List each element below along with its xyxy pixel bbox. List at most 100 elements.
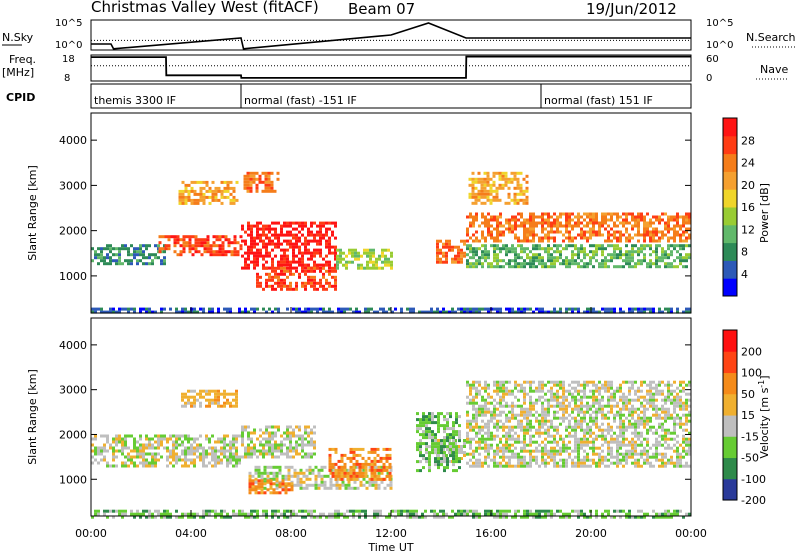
- range-gate-cell: [100, 256, 103, 260]
- range-gate-cell: [293, 474, 297, 478]
- range-gate-cell: [235, 434, 238, 438]
- range-gate-cell: [589, 458, 592, 462]
- range-gate-cell: [565, 218, 568, 222]
- range-gate-cell: [544, 250, 547, 254]
- range-gate-cell: [463, 439, 466, 442]
- range-gate-cell: [508, 392, 511, 396]
- range-gate-cell: [471, 195, 475, 199]
- range-gate-cell: [640, 310, 643, 314]
- range-gate-cell: [274, 509, 277, 513]
- range-gate-cell: [613, 437, 616, 441]
- range-gate-cell: [490, 458, 493, 462]
- range-gate-cell: [428, 451, 431, 455]
- range-gate-cell: [631, 256, 634, 260]
- range-gate-cell: [658, 265, 661, 269]
- range-gate-cell: [460, 307, 463, 311]
- range-gate-cell: [490, 262, 493, 266]
- range-gate-cell: [640, 383, 643, 387]
- range-gate-cell: [580, 422, 583, 426]
- range-gate-cell: [205, 455, 208, 459]
- colorbar-tick-label: 12: [741, 223, 755, 236]
- range-gate-cell: [286, 425, 289, 429]
- range-gate-cell: [637, 230, 640, 234]
- range-gate-cell: [275, 491, 279, 495]
- range-gate-cell: [664, 383, 667, 387]
- range-gate-cell: [505, 431, 508, 435]
- range-gate-cell: [508, 221, 511, 225]
- range-gate-cell: [589, 440, 592, 444]
- range-gate-cell: [541, 422, 544, 426]
- range-gate-cell: [499, 233, 502, 237]
- range-gate-cell: [481, 464, 484, 468]
- range-gate-cell: [265, 452, 268, 456]
- range-gate-cell: [434, 451, 437, 455]
- range-gate-cell: [478, 256, 481, 260]
- range-gate-cell: [292, 245, 295, 249]
- range-gate-cell: [226, 307, 229, 311]
- range-gate-cell: [316, 287, 319, 291]
- range-gate-cell: [469, 236, 472, 240]
- range-gate-cell: [592, 443, 595, 447]
- range-gate-cell: [631, 449, 634, 453]
- range-gate-cell: [489, 198, 493, 202]
- range-gate-cell: [244, 307, 247, 311]
- range-gate-cell: [334, 281, 337, 285]
- range-gate-cell: [254, 477, 258, 481]
- range-gate-cell: [475, 392, 478, 396]
- range-gate-cell: [589, 250, 592, 254]
- range-gate-cell: [419, 427, 422, 431]
- range-gate-cell: [643, 256, 646, 260]
- range-gate-cell: [277, 446, 280, 450]
- range-gate-cell: [523, 239, 526, 243]
- range-gate-cell: [286, 269, 289, 273]
- range-gate-cell: [289, 440, 292, 444]
- range-gate-cell: [625, 380, 628, 384]
- range-gate-cell: [151, 512, 154, 516]
- range-gate-cell: [422, 421, 425, 425]
- range-gate-cell: [357, 266, 360, 270]
- range-gate-cell: [553, 212, 556, 216]
- range-gate-cell: [217, 440, 220, 444]
- range-gate-cell: [628, 410, 631, 414]
- range-gate-cell: [319, 254, 322, 258]
- range-gate-cell: [446, 448, 449, 452]
- range-gate-cell: [529, 464, 532, 468]
- range-gate-cell: [637, 221, 640, 225]
- range-gate-cell: [577, 233, 580, 237]
- range-gate-cell: [310, 440, 313, 444]
- range-gate-cell: [541, 455, 544, 459]
- range-gate-cell: [226, 392, 229, 396]
- range-gate-cell: [601, 307, 604, 311]
- range-gate-cell: [568, 422, 571, 426]
- range-gate-cell: [262, 509, 265, 513]
- range-gate-cell: [160, 515, 163, 519]
- range-gate-cell: [499, 404, 502, 408]
- range-gate-cell: [187, 195, 191, 199]
- range-gate-cell: [547, 455, 550, 459]
- cpid-segment-label: normal (fast) 151 IF: [544, 94, 653, 107]
- range-gate-cell: [457, 251, 460, 255]
- range-gate-cell: [238, 458, 241, 462]
- range-gate-cell: [256, 263, 259, 267]
- range-gate-cell: [277, 245, 280, 249]
- range-gate-cell: [472, 461, 475, 465]
- range-gate-cell: [670, 215, 673, 219]
- range-gate-cell: [139, 515, 142, 519]
- range-gate-cell: [205, 509, 208, 513]
- range-gate-cell: [265, 509, 268, 513]
- range-gate-cell: [208, 398, 211, 402]
- range-gate-cell: [525, 198, 529, 202]
- range-gate-cell: [226, 464, 229, 468]
- noise-left-tick-top: 10^5: [55, 18, 82, 29]
- range-gate-cell: [452, 463, 455, 467]
- range-gate-cell: [244, 449, 247, 453]
- range-gate-cell: [574, 440, 577, 444]
- range-gate-cell: [301, 257, 304, 261]
- range-gate-cell: [619, 422, 622, 426]
- range-gate-cell: [604, 265, 607, 269]
- range-gate-cell: [365, 480, 369, 484]
- range-gate-cell: [124, 307, 127, 311]
- range-gate-cell: [301, 260, 304, 264]
- range-gate-cell: [655, 431, 658, 435]
- range-gate-cell: [679, 239, 682, 243]
